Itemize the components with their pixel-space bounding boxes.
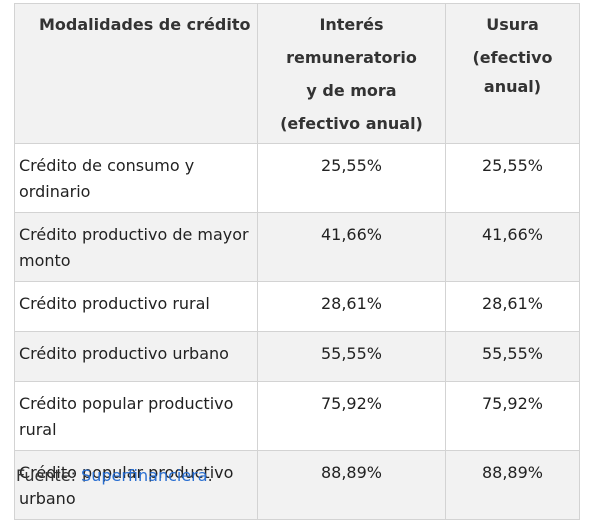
- row-usura-cell: 88,89%: [445, 450, 580, 520]
- row-usura-cell: 41,66%: [445, 212, 580, 282]
- row-interes-cell: 41,66%: [257, 212, 446, 282]
- source-label: Fuente:: [16, 466, 82, 485]
- source-suffix: .: [207, 466, 213, 485]
- header-modalidades: Modalidades de crédito: [14, 3, 258, 144]
- row-interes-cell: 88,89%: [257, 450, 446, 520]
- row-modalidad-cell: Crédito productivo rural: [14, 281, 258, 332]
- header-usura-line-3: anual): [483, 77, 542, 96]
- table-header-row: Modalidades de crédito Interés remunerat…: [14, 3, 580, 144]
- row-modalidad-cell: Crédito productivo de mayor monto: [14, 212, 258, 282]
- row-interes-cell: 25,55%: [257, 143, 446, 213]
- row-modalidad-cell: Crédito de consumo y ordinario: [14, 143, 258, 213]
- row-usura-cell: 25,55%: [445, 143, 580, 213]
- superfinanciera-link[interactable]: Superfinanciera: [81, 466, 208, 485]
- credit-rates-table: Modalidades de crédito Interés remunerat…: [14, 3, 580, 520]
- header-usura-line-1: Usura: [486, 15, 539, 34]
- header-interes-line-3: y de mora: [306, 81, 397, 100]
- table-row: Crédito popular productivo rural 75,92% …: [14, 381, 580, 451]
- source-note: Fuente: Superfinanciera.: [16, 465, 213, 487]
- row-interes-cell: 55,55%: [257, 331, 446, 382]
- header-usura-line-2: (efectivo: [472, 48, 553, 67]
- table-row: Crédito productivo urbano 55,55% 55,55%: [14, 331, 580, 382]
- table-row: Crédito de consumo y ordinario 25,55% 25…: [14, 143, 580, 213]
- row-usura-cell: 55,55%: [445, 331, 580, 382]
- header-modalidades-label: Modalidades de crédito: [39, 15, 251, 34]
- header-interes-line-1: Interés: [319, 15, 384, 34]
- header-interes: Interés remuneratorio y de mora (efectiv…: [257, 3, 446, 144]
- row-interes-cell: 75,92%: [257, 381, 446, 451]
- row-usura-cell: 28,61%: [445, 281, 580, 332]
- header-interes-line-4: (efectivo anual): [280, 114, 423, 133]
- row-interes-cell: 28,61%: [257, 281, 446, 332]
- credit-rates-table-container: Modalidades de crédito Interés remunerat…: [14, 3, 580, 520]
- header-usura: Usura (efectivo anual): [445, 3, 580, 144]
- row-modalidad-cell: Crédito popular productivo rural: [14, 381, 258, 451]
- row-usura-cell: 75,92%: [445, 381, 580, 451]
- row-modalidad-cell: Crédito productivo urbano: [14, 331, 258, 382]
- table-row: Crédito productivo rural 28,61% 28,61%: [14, 281, 580, 332]
- table-row: Crédito productivo de mayor monto 41,66%…: [14, 212, 580, 282]
- header-interes-line-2: remuneratorio: [286, 48, 417, 67]
